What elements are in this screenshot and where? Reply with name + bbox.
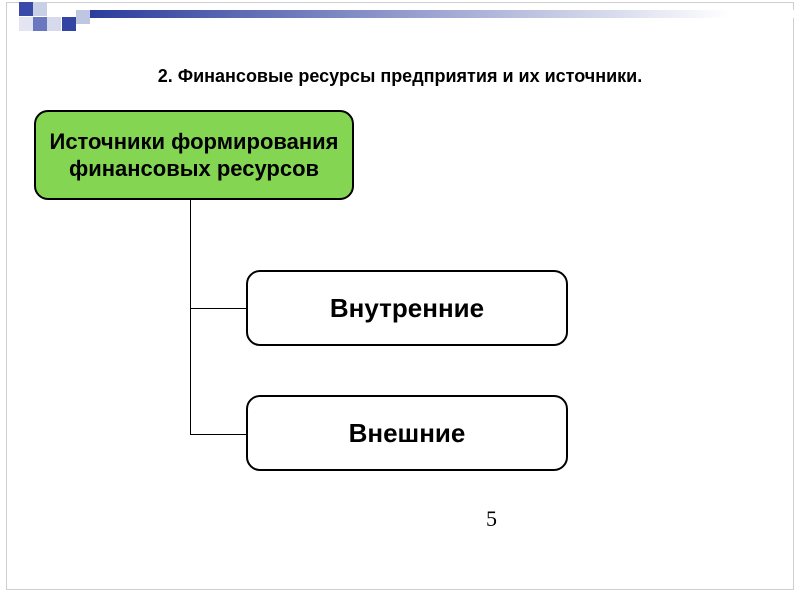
deco-square <box>76 10 90 24</box>
deco-square <box>33 17 47 31</box>
deco-square <box>62 17 76 31</box>
node-root: Источники формированияфинансовых ресурсо… <box>34 110 354 200</box>
slide: 2. Финансовые ресурсы предприятия и их и… <box>0 0 800 600</box>
gradient-bar <box>88 10 800 18</box>
page-number: 5 <box>486 506 497 532</box>
deco-square <box>33 2 47 16</box>
deco-square <box>19 17 33 31</box>
node-external: Внешние <box>246 395 568 471</box>
connector <box>190 200 191 435</box>
deco-square <box>19 2 33 16</box>
connector <box>190 434 246 435</box>
deco-square <box>47 17 61 31</box>
header-decoration <box>0 0 800 34</box>
connector <box>190 308 246 309</box>
node-internal: Внутренние <box>246 270 568 346</box>
slide-title: 2. Финансовые ресурсы предприятия и их и… <box>110 66 690 87</box>
